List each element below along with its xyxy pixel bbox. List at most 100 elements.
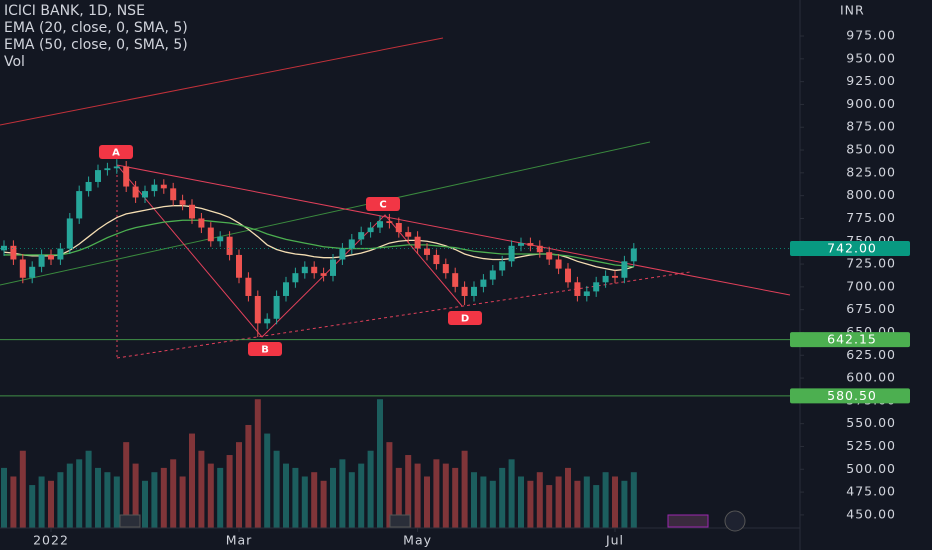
volume-bar	[283, 463, 289, 528]
y-tick-label: 600.00	[846, 370, 896, 385]
candle-body	[395, 223, 402, 233]
volume-bar	[612, 476, 618, 528]
candle-body	[236, 254, 242, 278]
legend-entry: EMA (50, close, 0, SMA, 5)	[4, 37, 188, 53]
volume-bar	[245, 424, 252, 528]
volume-bar	[311, 472, 318, 528]
volume-bar	[621, 480, 628, 528]
volume-bar	[10, 476, 17, 528]
volume-bar	[273, 450, 280, 528]
volume-bar	[471, 472, 477, 528]
volume-bar	[367, 450, 374, 528]
candle-body	[189, 204, 195, 219]
volume-bar	[395, 467, 402, 528]
volume-bar	[170, 459, 177, 528]
candle-body	[85, 181, 92, 192]
candle-body	[546, 252, 553, 260]
candle-body	[179, 200, 186, 205]
candle-body	[461, 286, 468, 296]
price-label-box	[790, 332, 910, 348]
y-tick-label: 500.00	[846, 461, 896, 476]
candle-body	[348, 239, 355, 249]
volume-bar	[95, 467, 101, 528]
candle-body	[330, 259, 336, 276]
event-marker[interactable]	[724, 510, 746, 532]
candle-body	[565, 268, 571, 283]
legend-entry: Vol	[4, 54, 25, 70]
volume-bar	[292, 467, 299, 528]
price-label: 642.15	[827, 332, 877, 347]
volume-bar	[602, 472, 609, 528]
y-tick-label: 900.00	[846, 96, 896, 111]
candle-body	[254, 295, 261, 324]
price-label: 742.00	[827, 241, 877, 256]
candle-body	[301, 266, 308, 274]
candle-body	[48, 254, 54, 260]
candle-body	[38, 254, 45, 267]
volume-bar	[489, 480, 496, 528]
pattern-label: A	[112, 148, 120, 159]
candle-body	[386, 221, 393, 224]
x-tick-label: May	[403, 533, 432, 548]
volume-bar	[461, 450, 468, 528]
event-marker	[119, 514, 141, 528]
ema-line	[3, 205, 634, 272]
volume-bar	[414, 463, 421, 528]
candle-body	[367, 227, 374, 233]
event-marker[interactable]	[667, 514, 709, 528]
volume-bar	[19, 450, 26, 528]
legend-entry: EMA (20, close, 0, SMA, 5)	[4, 20, 188, 36]
volume-bar	[104, 472, 111, 528]
candle-body	[160, 184, 167, 189]
volume-bar	[442, 463, 449, 528]
y-tick-label: 725.00	[846, 256, 896, 271]
currency: INR	[840, 3, 865, 18]
candle-body	[339, 248, 346, 260]
trend-line	[0, 141, 651, 286]
y-tick-label: 625.00	[846, 347, 896, 362]
candle-body	[527, 243, 534, 246]
volume-bar	[593, 485, 600, 528]
volume-bar	[179, 476, 186, 528]
candle-body	[19, 259, 26, 278]
volume-bar	[38, 476, 45, 528]
volume-bar	[508, 459, 515, 528]
ema-line	[4, 219, 634, 268]
pattern-line	[116, 164, 791, 296]
volume-bar	[1, 467, 7, 528]
candle-body	[518, 243, 524, 246]
pattern-label-box	[99, 145, 133, 159]
volume-bar	[377, 399, 383, 528]
pattern-label-box	[366, 197, 400, 211]
y-tick-label: 875.00	[846, 119, 896, 134]
candle-body	[151, 184, 158, 192]
price-label-box	[790, 241, 910, 257]
volume-bar	[254, 399, 261, 528]
candle-body	[76, 191, 83, 219]
event-markers	[119, 510, 746, 532]
candle-body	[471, 286, 477, 296]
y-tick-label: 825.00	[846, 164, 896, 179]
volume-bar	[236, 442, 242, 528]
candle-body	[273, 295, 280, 319]
y-tick-label: 925.00	[846, 73, 896, 88]
volume-bar	[527, 480, 534, 528]
candle-body	[320, 273, 327, 276]
pattern-label: C	[379, 200, 386, 211]
volume-bar	[583, 476, 590, 528]
price-label-box	[790, 388, 910, 404]
volume-bar	[424, 476, 430, 528]
volume-bar	[518, 476, 524, 528]
volume-bar	[339, 459, 346, 528]
y-tick-label: 475.00	[846, 484, 896, 499]
symbol-title: ICICI BANK, 1D, NSE	[4, 3, 145, 19]
volume-bar	[555, 476, 562, 528]
event-marker	[389, 514, 411, 528]
candle-body	[113, 166, 120, 169]
volume-bar	[226, 455, 233, 528]
candle-body	[57, 248, 64, 260]
y-tick-label: 950.00	[846, 50, 896, 65]
candle-body	[593, 282, 600, 292]
pattern-label-box	[448, 311, 482, 325]
marks	[1, 159, 637, 528]
